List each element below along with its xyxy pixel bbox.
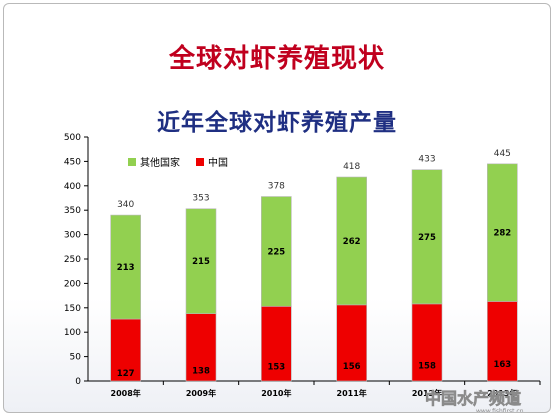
y-tick-label: 0 <box>75 377 81 387</box>
bar-others <box>110 214 141 320</box>
slide: 全球对虾养殖现状 近年全球对虾养殖产量 0 50 100 150 200 250 300 35… <box>3 3 551 413</box>
y-tick-label: 150 <box>64 304 81 314</box>
y-tick-label: 200 <box>64 279 81 289</box>
data-label-china: 158 <box>418 361 436 371</box>
y-tick-label: 100 <box>64 328 81 338</box>
x-tick-label: 2012年 <box>412 388 442 398</box>
data-label-total: 378 <box>268 182 285 192</box>
bar-others <box>261 196 292 307</box>
data-label-china: 153 <box>267 363 285 373</box>
chart-bars: 127 213 340 138 215 353 153 225 378 156 262 418 158 2… <box>110 149 518 382</box>
bar-china <box>185 313 217 382</box>
data-label-others: 215 <box>192 257 210 267</box>
x-tick-label: 2011年 <box>337 388 367 398</box>
legend-swatch <box>196 158 204 166</box>
y-tick-label: 350 <box>64 206 81 216</box>
x-tick-label: 2008年 <box>111 388 141 398</box>
watermark-text: 中国水产频道 <box>425 389 521 408</box>
watermark-subtext: www.fishfirst.cn <box>476 408 524 413</box>
bar-others <box>185 208 217 314</box>
data-label-total: 418 <box>343 162 360 172</box>
data-label-others: 213 <box>117 263 135 273</box>
data-label-total: 433 <box>418 155 435 165</box>
legend-label: 中国 <box>208 156 228 169</box>
y-tick-label: 50 <box>70 353 82 363</box>
slide-title: 全球对虾养殖现状 <box>168 44 385 74</box>
chart-title: 近年全球对虾养殖产量 <box>157 109 397 136</box>
data-label-total: 353 <box>192 194 209 204</box>
bar-china <box>261 306 292 382</box>
data-label-china: 127 <box>117 369 135 379</box>
x-tick-label: 2010年 <box>261 388 291 398</box>
data-label-china: 138 <box>192 366 210 376</box>
data-label-others: 275 <box>418 233 436 243</box>
y-tick-label: 500 <box>64 133 81 143</box>
bar-china <box>487 301 518 382</box>
x-tick-label: 2013年 <box>487 388 517 398</box>
y-tick-label: 400 <box>64 182 81 192</box>
bar-chart: 0 50 100 150 200 250 300 350 400 450 500 2008年 2009年… <box>64 133 541 413</box>
bar-china <box>411 303 443 382</box>
bar-others <box>411 169 443 305</box>
bar-china <box>336 304 367 382</box>
data-label-others: 262 <box>343 237 361 247</box>
data-label-total: 340 <box>117 200 134 210</box>
data-label-china: 163 <box>493 360 511 370</box>
x-tick-label: 2009年 <box>186 388 216 398</box>
chart-axes: 0 50 100 150 200 250 300 350 400 450 500 2008年 2009年… <box>64 133 541 398</box>
data-label-others: 225 <box>267 247 285 257</box>
data-label-china: 156 <box>343 362 361 372</box>
data-label-total: 445 <box>494 149 511 159</box>
legend-label: 其他国家 <box>140 156 180 169</box>
legend-swatch <box>128 158 136 166</box>
bar-china <box>110 318 141 382</box>
y-tick-label: 450 <box>64 157 81 167</box>
bar-others <box>336 176 367 306</box>
bar-others <box>487 163 518 302</box>
y-tick-label: 300 <box>64 231 81 241</box>
data-label-others: 282 <box>493 229 511 239</box>
y-tick-label: 250 <box>64 255 81 265</box>
chart-legend: 其他国家 中国 <box>128 156 228 169</box>
